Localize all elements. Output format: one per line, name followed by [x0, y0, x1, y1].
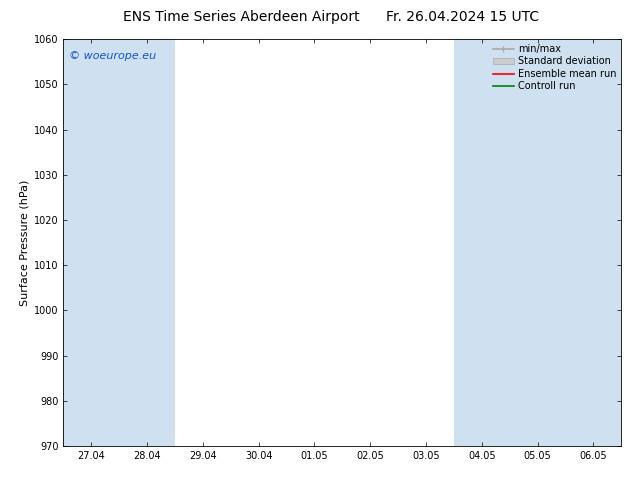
- Bar: [454, 39, 510, 446]
- Bar: [63, 39, 119, 446]
- Bar: [119, 39, 175, 446]
- Bar: [566, 39, 621, 446]
- Text: Fr. 26.04.2024 15 UTC: Fr. 26.04.2024 15 UTC: [386, 10, 540, 24]
- Y-axis label: Surface Pressure (hPa): Surface Pressure (hPa): [20, 179, 30, 306]
- Legend: min/max, Standard deviation, Ensemble mean run, Controll run: min/max, Standard deviation, Ensemble me…: [491, 42, 618, 93]
- Bar: [510, 39, 566, 446]
- Text: ENS Time Series Aberdeen Airport: ENS Time Series Aberdeen Airport: [122, 10, 359, 24]
- Text: © woeurope.eu: © woeurope.eu: [69, 51, 156, 61]
